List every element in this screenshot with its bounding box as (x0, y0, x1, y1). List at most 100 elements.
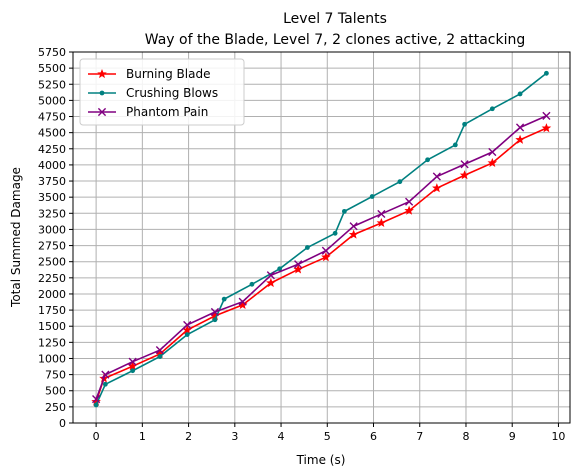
data-point-phantom-pain (542, 111, 551, 120)
series-line-burning-blade (95, 127, 547, 402)
data-point-crushing-blows (397, 179, 403, 185)
data-point-crushing-blows (544, 70, 549, 76)
x-tick-label: 6 (370, 430, 377, 443)
data-point-phantom-pain (405, 197, 414, 206)
axis-ticks: 0 1 2 3 4 5 6 7 8 9 10 0 250 500 750 1000 1250 1500 1750 20… (38, 46, 565, 443)
y-tick-label: 3000 (38, 223, 66, 236)
y-tick-label: 3250 (38, 207, 66, 220)
y-tick-label: 5000 (38, 94, 66, 107)
data-point-burning-blade (515, 134, 525, 144)
x-tick-label: 4 (278, 430, 285, 443)
y-tick-label: 750 (45, 369, 66, 382)
data-point-crushing-blows (517, 91, 523, 97)
data-point-phantom-pain (488, 147, 497, 157)
x-tick-label: 0 (93, 430, 100, 443)
data-point-crushing-blows (102, 381, 108, 387)
series-phantom-pain (92, 111, 551, 404)
data-point-crushing-blows (249, 281, 255, 287)
y-tick-label: 250 (45, 401, 66, 414)
series-line-crushing-blows (95, 72, 547, 406)
series-crushing-blows (93, 70, 549, 408)
y-tick-label: 3500 (38, 191, 66, 204)
legend-marker-phantom-pain (97, 107, 107, 117)
data-point-phantom-pain (183, 320, 192, 330)
data-point-crushing-blows (425, 157, 431, 163)
legend-swatches (88, 68, 116, 117)
x-axis-label: Time (s) (296, 453, 346, 467)
data-point-crushing-blows (221, 296, 227, 302)
y-tick-label: 4250 (38, 143, 66, 156)
data-point-crushing-blows (341, 208, 347, 214)
data-point-phantom-pain (238, 297, 247, 306)
data-point-phantom-pain (294, 260, 303, 269)
data-point-phantom-pain (460, 160, 469, 169)
data-point-phantom-pain (128, 357, 137, 366)
data-point-crushing-blows (130, 368, 136, 374)
data-point-phantom-pain (92, 395, 101, 404)
data-point-phantom-pain (432, 172, 441, 181)
y-tick-label: 500 (45, 385, 66, 398)
y-tick-label: 5500 (38, 62, 66, 75)
y-axis-label: Total Summed Damage (9, 167, 23, 308)
legend-box (79, 58, 245, 126)
data-point-crushing-blows (462, 121, 467, 127)
series-group (91, 70, 552, 408)
data-point-phantom-pain (155, 345, 165, 355)
data-point-crushing-blows (93, 402, 99, 408)
data-point-phantom-pain (101, 370, 110, 379)
chart-title: Level 7 Talents (283, 11, 387, 27)
legend-label-burning-blade: Burning Blade (126, 67, 210, 81)
y-tick-label: 1500 (38, 320, 66, 333)
data-point-burning-blade (266, 277, 276, 288)
y-tick-label: 5250 (38, 78, 66, 91)
data-point-crushing-blows (212, 317, 218, 323)
y-tick-label: 4000 (38, 159, 66, 172)
data-point-crushing-blows (157, 354, 163, 359)
legend-label-phantom-pain: Phantom Pain (126, 105, 208, 119)
y-tick-label: 3750 (38, 175, 66, 188)
data-point-crushing-blows (184, 332, 190, 338)
series-line-phantom-pain (95, 115, 547, 400)
legend-marker-burning-blade (97, 68, 107, 79)
y-tick-label: 2750 (38, 240, 66, 253)
y-tick-label: 4500 (38, 127, 66, 140)
x-tick-label: 3 (231, 430, 238, 443)
data-point-burning-blade (348, 229, 359, 239)
data-point-crushing-blows (489, 106, 495, 112)
x-tick-label: 10 (551, 430, 565, 443)
plot-frame (72, 51, 571, 424)
data-point-crushing-blows (452, 142, 458, 148)
data-point-burning-blade (459, 170, 470, 180)
y-tick-label: 1250 (38, 336, 66, 349)
chart-subtitle: Way of the Blade, Level 7, 2 clones acti… (145, 32, 525, 48)
x-tick-label: 9 (509, 430, 516, 443)
data-point-burning-blade (541, 123, 552, 133)
data-point-crushing-blows (332, 230, 338, 236)
data-point-phantom-pain (210, 307, 220, 317)
y-tick-label: 1750 (38, 304, 66, 317)
data-point-phantom-pain (515, 123, 525, 132)
data-point-phantom-pain (377, 209, 386, 219)
y-tick-label: 0 (59, 417, 66, 430)
data-point-phantom-pain (266, 271, 275, 280)
legend-marker-crushing-blows (99, 90, 105, 96)
y-tick-label: 2250 (38, 272, 66, 285)
x-tick-label: 1 (139, 430, 146, 443)
y-tick-label: 4750 (38, 111, 66, 124)
y-tick-label: 5750 (38, 46, 66, 59)
y-tick-label: 1000 (38, 352, 66, 365)
data-point-phantom-pain (349, 222, 358, 231)
data-point-phantom-pain (321, 246, 330, 255)
y-tick-label: 2000 (38, 288, 66, 301)
y-tick-label: 2500 (38, 256, 66, 269)
data-point-crushing-blows (369, 194, 375, 199)
data-point-burning-blade (321, 252, 331, 262)
data-point-burning-blade (404, 205, 414, 215)
legend: Burning Blade Crushing Blows Phantom Pai… (79, 58, 245, 126)
x-tick-label: 2 (185, 430, 192, 443)
data-point-burning-blade (432, 183, 442, 193)
legend-label-crushing-blows: Crushing Blows (126, 86, 218, 100)
x-tick-label: 8 (462, 430, 469, 443)
x-tick-label: 5 (324, 430, 331, 443)
